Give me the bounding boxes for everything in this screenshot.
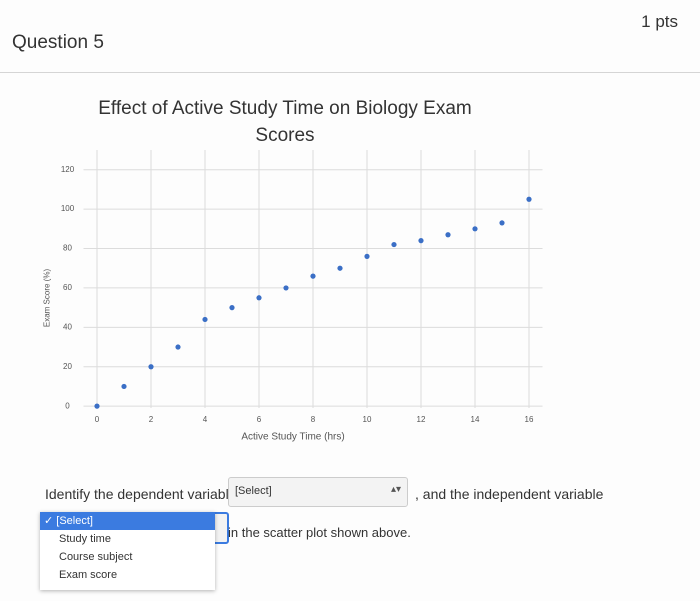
dropdown-option[interactable]: Course subject: [40, 548, 215, 566]
point: [364, 253, 370, 259]
point: [310, 273, 316, 279]
y-tick-label: 100: [61, 204, 75, 213]
option-text: Study time: [59, 533, 111, 545]
option-text: Exam score: [59, 569, 118, 581]
y-tick-label: 0: [65, 401, 70, 410]
point: [526, 196, 532, 202]
x-tick-label: 10: [363, 415, 372, 424]
x-tick-label: 8: [311, 415, 316, 424]
question-title: Question 5: [12, 32, 104, 53]
point: [445, 232, 451, 238]
x-tick-label: 14: [471, 415, 480, 424]
dropdown-option[interactable]: Exam score: [40, 566, 215, 584]
select-arrow: ▴▾: [390, 484, 401, 495]
x-tick-label: 16: [525, 415, 534, 424]
y-tick-label: 80: [63, 244, 72, 253]
x-axis-label: Active Study Time (hrs): [241, 432, 344, 443]
x-tick-label: 12: [417, 415, 426, 424]
y-tick-label: 120: [61, 165, 75, 174]
x-tick-label: 2: [149, 415, 154, 424]
prompt-middle: , and the independent variable: [415, 486, 604, 502]
dropdown: ✓ [Select] Study time Course subject Exam s…: [40, 512, 215, 590]
x-tick-label: 0: [95, 415, 100, 424]
dropdown-option[interactable]: ✓ [Select]: [40, 512, 215, 530]
separator: [0, 72, 700, 73]
select-value: [Select]: [235, 485, 272, 497]
point: [337, 265, 343, 271]
chart-title: Effect of Active Study Time on Biology E…: [98, 98, 472, 146]
points: 1 pts: [641, 12, 678, 31]
point: [283, 285, 289, 291]
point: [418, 238, 424, 244]
y-tick-label: 40: [63, 322, 72, 331]
point: [499, 220, 505, 226]
option-text: Course subject: [59, 551, 133, 563]
point: [229, 305, 235, 311]
y-axis-label: Exam Score (%): [43, 269, 52, 328]
option-text: [Select]: [56, 515, 93, 527]
y-tick-label: 60: [63, 283, 72, 292]
chart: 0 20 40 60 80 100 120 0 2 4 6 8 10 12 14 16 Active Study…: [43, 150, 543, 443]
dropdown-option[interactable]: Study time: [40, 530, 215, 548]
prompt-end: in the scatter plot shown above.: [228, 525, 411, 540]
point: [256, 295, 262, 301]
point: [202, 316, 208, 323]
point: [94, 403, 100, 409]
select-box[interactable]: [Select] ▴▾: [228, 477, 408, 507]
point: [472, 226, 478, 232]
prompt: Identify the dependent variable: [45, 486, 237, 502]
check: ✓: [44, 515, 57, 527]
point: [148, 364, 154, 370]
y-tick-label: 20: [63, 362, 72, 371]
point: [175, 344, 181, 350]
point: [121, 383, 127, 390]
point: [391, 241, 397, 248]
x-tick-label: 6: [257, 415, 262, 424]
x-tick-label: 4: [203, 415, 208, 424]
